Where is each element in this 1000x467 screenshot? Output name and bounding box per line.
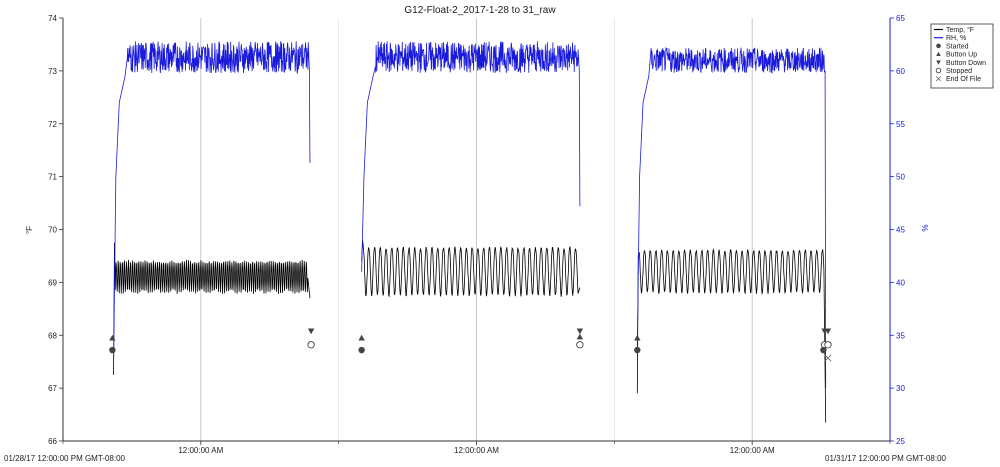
legend-entry-5: Stopped <box>946 68 972 75</box>
legend-entry-0: Temp, °F <box>946 26 974 34</box>
temp-segment-2 <box>636 248 827 423</box>
series-rh-line <box>113 40 827 389</box>
legend-swatch-6 <box>935 76 942 82</box>
y-right-tick-label-0: 25 <box>896 437 905 446</box>
temp-segment-1 <box>361 240 581 298</box>
event-marker-started-9 <box>634 346 641 354</box>
y-right-tick-label-8: 65 <box>896 14 905 23</box>
y-left-tick-label-2: 68 <box>48 331 57 340</box>
y-right-tick-label-4: 45 <box>896 226 905 235</box>
y-right-tick-label-5: 50 <box>896 173 905 182</box>
y-left-axis-label: °F <box>25 226 34 234</box>
y-left-tick-label-1: 67 <box>48 384 57 393</box>
event-marker-button-up-5 <box>358 334 365 341</box>
y-right-axis-label: % <box>920 224 929 231</box>
x-major-tick-label-0: 12:00:00 AM <box>178 446 223 455</box>
legend-entry-6: End Of File <box>946 76 981 83</box>
y-left-tick-label-3: 69 <box>48 278 57 287</box>
event-marker-end-of-file-16 <box>824 354 832 362</box>
event-marker-started-15 <box>820 346 827 354</box>
y-right-tick-label-6: 55 <box>896 120 905 129</box>
x-start-label: 01/28/17 12:00:00 PM GMT-08:00 <box>4 454 126 463</box>
rh-segment-1 <box>361 40 581 272</box>
x-major-tick-label-1: 12:00:00 AM <box>454 446 499 455</box>
y-left-tick-label-0: 66 <box>48 437 57 446</box>
legend-entry-2: Started <box>946 43 969 50</box>
legend-box <box>930 23 994 89</box>
event-marker-started-0 <box>109 346 116 354</box>
legend-entry-1: RH, % <box>946 35 966 42</box>
rh-segment-0 <box>113 40 311 367</box>
legend-entry-4: Button Down <box>946 60 986 67</box>
legend-swatch-2 <box>936 43 941 49</box>
x-major-tick-label-2: 12:00:00 AM <box>730 446 775 455</box>
event-marker-stopped-14 <box>824 341 832 349</box>
event-marker-button-down-2 <box>307 328 315 335</box>
rh-segment-2 <box>636 46 827 389</box>
legend-swatch-5 <box>935 67 942 74</box>
event-marker-button-up-1 <box>109 334 116 341</box>
grid <box>200 18 753 441</box>
y-left-tick-label-5: 71 <box>48 173 57 182</box>
event-markers <box>109 328 832 362</box>
event-marker-button-down-12 <box>824 328 832 335</box>
event-marker-stopped-3 <box>307 341 315 349</box>
event-marker-button-down-6 <box>576 328 584 335</box>
series-temp-line <box>113 240 827 423</box>
y-right-tick-label-2: 35 <box>896 331 905 340</box>
y-left-tick-label-4: 70 <box>48 226 57 235</box>
legend-entry-3: Button Up <box>946 52 977 59</box>
event-marker-button-up-7 <box>576 333 584 340</box>
event-marker-button-up-10 <box>634 334 641 341</box>
legend-swatch-3 <box>936 51 941 56</box>
y-left-tick-label-6: 72 <box>48 120 57 129</box>
legend-swatch-4 <box>936 60 941 65</box>
y-right-tick-label-7: 60 <box>896 67 905 76</box>
axes: 66 67 68 69 70 71 72 73 74 25 30 35 40 45 50 55 60 65 12:0… <box>48 14 905 455</box>
y-right-tick-label-1: 30 <box>896 384 905 393</box>
event-marker-stopped-8 <box>576 341 584 349</box>
y-left-tick-label-7: 73 <box>48 67 57 76</box>
y-left-tick-label-8: 74 <box>48 14 57 23</box>
chart-title: G12-Float-2_2017-1-28 to 31_raw <box>404 5 556 16</box>
event-marker-started-4 <box>358 346 365 354</box>
temp-segment-0 <box>113 242 311 375</box>
x-end-label: 01/31/17 12:00:00 PM GMT-08:00 <box>825 454 947 463</box>
y-right-tick-label-3: 40 <box>896 278 905 287</box>
